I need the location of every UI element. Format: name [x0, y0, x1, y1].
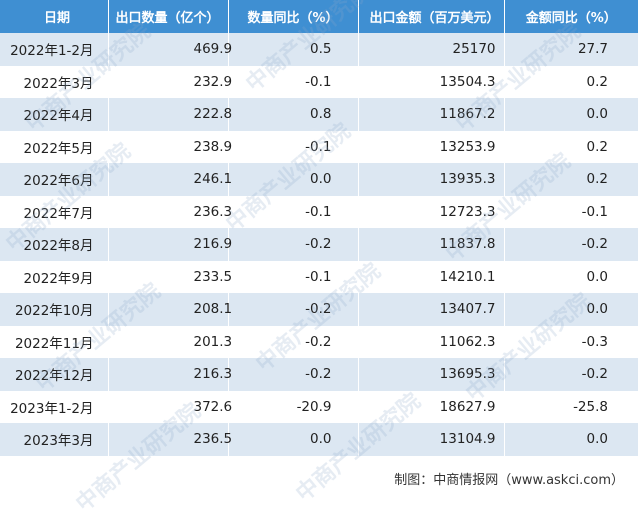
cell-amount-yoy: 0.0 — [504, 293, 638, 326]
cell-amount: 11062.3 — [358, 325, 505, 358]
cell-amount-yoy: 0.0 — [504, 98, 638, 131]
table-row: 2022年3月 232.9 -0.1 13504.3 0.2 — [0, 65, 638, 98]
cell-amount-yoy: 0.2 — [504, 65, 638, 98]
table-row: 2022年8月 216.9 -0.2 11837.8 -0.2 — [0, 228, 638, 261]
cell-amount-yoy: 27.7 — [504, 33, 638, 66]
header-date: 日期 — [0, 0, 109, 33]
cell-quantity: 236.3 — [108, 195, 232, 228]
header-quantity-yoy: 数量同比（%） — [228, 0, 359, 33]
cell-amount-yoy: -0.1 — [504, 195, 638, 228]
cell-date: 2022年9月 — [0, 260, 109, 293]
cell-quantity-yoy: 0.0 — [228, 163, 359, 196]
cell-quantity: 208.1 — [108, 293, 232, 326]
cell-date: 2022年10月 — [0, 293, 109, 326]
cell-date: 2022年7月 — [0, 195, 109, 228]
cell-date: 2022年5月 — [0, 130, 109, 163]
cell-date: 2022年3月 — [0, 65, 109, 98]
table-header-row: 日期 出口数量（亿个） 数量同比（%） 出口金额（百万美元） 金额同比（%） — [0, 0, 638, 33]
cell-amount-yoy: -0.2 — [504, 358, 638, 391]
cell-quantity: 238.9 — [108, 130, 232, 163]
cell-quantity-yoy: -0.1 — [228, 260, 359, 293]
cell-date: 2022年11月 — [0, 325, 109, 358]
table-row: 2022年5月 238.9 -0.1 13253.9 0.2 — [0, 130, 638, 163]
cell-amount: 25170 — [358, 33, 505, 66]
cell-quantity: 246.1 — [108, 163, 232, 196]
table-row: 2022年12月 216.3 -0.2 13695.3 -0.2 — [0, 358, 638, 391]
table-row: 2022年4月 222.8 0.8 11867.2 0.0 — [0, 98, 638, 131]
cell-amount-yoy: -0.3 — [504, 325, 638, 358]
cell-quantity-yoy: 0.0 — [228, 423, 359, 456]
table-row: 2022年1-2月 469.9 0.5 25170 27.7 — [0, 33, 638, 66]
cell-amount-yoy: 0.0 — [504, 423, 638, 456]
table-row: 2022年10月 208.1 -0.2 13407.7 0.0 — [0, 293, 638, 326]
cell-amount: 13504.3 — [358, 65, 505, 98]
cell-quantity-yoy: -0.2 — [228, 293, 359, 326]
cell-date: 2023年3月 — [0, 423, 109, 456]
export-table: 日期 出口数量（亿个） 数量同比（%） 出口金额（百万美元） 金额同比（%） 2… — [0, 0, 638, 456]
cell-amount: 13104.9 — [358, 423, 505, 456]
cell-quantity: 469.9 — [108, 33, 232, 66]
table-row: 2022年7月 236.3 -0.1 12723.3 -0.1 — [0, 195, 638, 228]
cell-amount: 13253.9 — [358, 130, 505, 163]
cell-date: 2022年4月 — [0, 98, 109, 131]
cell-quantity-yoy: -0.2 — [228, 325, 359, 358]
cell-amount: 13935.3 — [358, 163, 505, 196]
table-row: 2022年9月 233.5 -0.1 14210.1 0.0 — [0, 260, 638, 293]
cell-quantity: 216.3 — [108, 358, 232, 391]
table-row: 2023年1-2月 372.6 -20.9 18627.9 -25.8 — [0, 390, 638, 423]
cell-quantity: 372.6 — [108, 390, 232, 423]
table-body: 2022年1-2月 469.9 0.5 25170 27.7 2022年3月 232.9 -0… — [0, 33, 638, 456]
cell-quantity-yoy: -0.2 — [228, 358, 359, 391]
cell-amount: 11837.8 — [358, 228, 505, 261]
source-credit: 制图：中商情报网（www.askci.com） — [394, 473, 624, 488]
cell-quantity-yoy: -0.1 — [228, 130, 359, 163]
cell-amount: 12723.3 — [358, 195, 505, 228]
cell-quantity: 222.8 — [108, 98, 232, 131]
cell-date: 2022年12月 — [0, 358, 109, 391]
cell-quantity-yoy: -20.9 — [228, 390, 359, 423]
cell-amount-yoy: 0.2 — [504, 130, 638, 163]
cell-date: 2023年1-2月 — [0, 390, 109, 423]
table-row: 2023年3月 236.5 0.0 13104.9 0.0 — [0, 423, 638, 456]
cell-amount: 11867.2 — [358, 98, 505, 131]
header-amount-yoy: 金额同比（%） — [504, 0, 638, 33]
cell-date: 2022年6月 — [0, 163, 109, 196]
cell-amount: 18627.9 — [358, 390, 505, 423]
header-amount: 出口金额（百万美元） — [358, 0, 505, 33]
cell-amount-yoy: 0.2 — [504, 163, 638, 196]
cell-quantity: 236.5 — [108, 423, 232, 456]
cell-amount: 13407.7 — [358, 293, 505, 326]
cell-quantity: 232.9 — [108, 65, 232, 98]
cell-quantity-yoy: -0.1 — [228, 195, 359, 228]
header-quantity: 出口数量（亿个） — [108, 0, 229, 33]
cell-date: 2022年8月 — [0, 228, 109, 261]
cell-amount-yoy: -0.2 — [504, 228, 638, 261]
footer: 制图：中商情报网（www.askci.com） — [0, 462, 638, 496]
cell-quantity-yoy: 0.5 — [228, 33, 359, 66]
cell-quantity-yoy: -0.2 — [228, 228, 359, 261]
cell-quantity-yoy: 0.8 — [228, 98, 359, 131]
table-row: 2022年11月 201.3 -0.2 11062.3 -0.3 — [0, 325, 638, 358]
cell-quantity: 216.9 — [108, 228, 232, 261]
cell-date: 2022年1-2月 — [0, 33, 109, 66]
table-row: 2022年6月 246.1 0.0 13935.3 0.2 — [0, 163, 638, 196]
cell-amount-yoy: 0.0 — [504, 260, 638, 293]
cell-quantity: 201.3 — [108, 325, 232, 358]
cell-amount: 13695.3 — [358, 358, 505, 391]
cell-amount: 14210.1 — [358, 260, 505, 293]
cell-amount-yoy: -25.8 — [504, 390, 638, 423]
cell-quantity-yoy: -0.1 — [228, 65, 359, 98]
cell-quantity: 233.5 — [108, 260, 232, 293]
